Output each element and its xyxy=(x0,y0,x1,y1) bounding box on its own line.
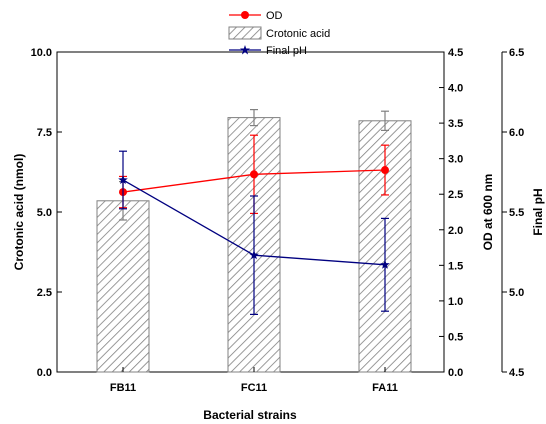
y-ph-tick-label: 4.5 xyxy=(509,367,524,379)
y-od-tick-label: 3.0 xyxy=(448,154,463,166)
y-od-tick-label: 2.5 xyxy=(448,189,463,201)
legend-ph-label: Final pH xyxy=(266,45,307,57)
y-left-tick-label: 5.0 xyxy=(37,207,52,219)
y-od-tick-label: 0.5 xyxy=(448,331,463,343)
x-tick-label: FA11 xyxy=(372,382,398,394)
legend-ph-marker xyxy=(240,45,250,55)
y-ph-tick-label: 6.5 xyxy=(509,47,524,59)
y-left-tick-label: 0.0 xyxy=(37,367,52,379)
y-od-tick-label: 1.5 xyxy=(448,260,463,272)
y-axis-ph-title: Final pH xyxy=(531,188,545,235)
point-final-ph xyxy=(118,175,128,184)
point-od xyxy=(250,170,258,179)
bar-crotonic-acid xyxy=(96,200,150,373)
legend-od-label: OD xyxy=(266,10,283,22)
y-axis-left-title: Crotonic acid (nmol) xyxy=(12,154,26,271)
point-od xyxy=(381,166,389,175)
legend: OD Crotonic acid Final pH xyxy=(228,10,330,57)
y-od-tick-label: 2.0 xyxy=(448,225,463,237)
legend-od-marker xyxy=(241,11,249,19)
y-axis-od-title: OD at 600 nm xyxy=(481,174,495,251)
y-od-tick-label: 4.5 xyxy=(448,47,463,59)
legend-crotonic-swatch xyxy=(228,26,262,40)
x-tick-label: FB11 xyxy=(110,382,136,394)
y-od-tick-label: 0.0 xyxy=(448,367,463,379)
point-final-ph xyxy=(249,250,259,260)
y-od-tick-label: 4.0 xyxy=(448,83,463,95)
axes-layer: 0.0 2.5 5.0 7.5 10.0 0.0 0.5 1.0 1.5 2.0 2.5 3.0 3.5… xyxy=(31,47,525,394)
y-od-tick-label: 1.0 xyxy=(448,296,463,308)
y-od-tick-label: 3.5 xyxy=(448,118,463,130)
y-ph-tick-label: 5.5 xyxy=(509,207,524,219)
y-ph-tick-label: 5.0 xyxy=(509,287,524,299)
y-ph-tick-label: 6.0 xyxy=(509,127,524,139)
x-axis-title: Bacterial strains xyxy=(203,408,297,422)
y-left-tick-label: 10.0 xyxy=(31,47,52,59)
y-left-tick-label: 7.5 xyxy=(37,127,52,139)
lines-layer xyxy=(118,134,390,315)
point-final-ph xyxy=(380,259,390,269)
y-left-tick-label: 2.5 xyxy=(37,287,52,299)
x-tick-label: FC11 xyxy=(241,382,267,394)
legend-crotonic-label: Crotonic acid xyxy=(266,28,330,40)
